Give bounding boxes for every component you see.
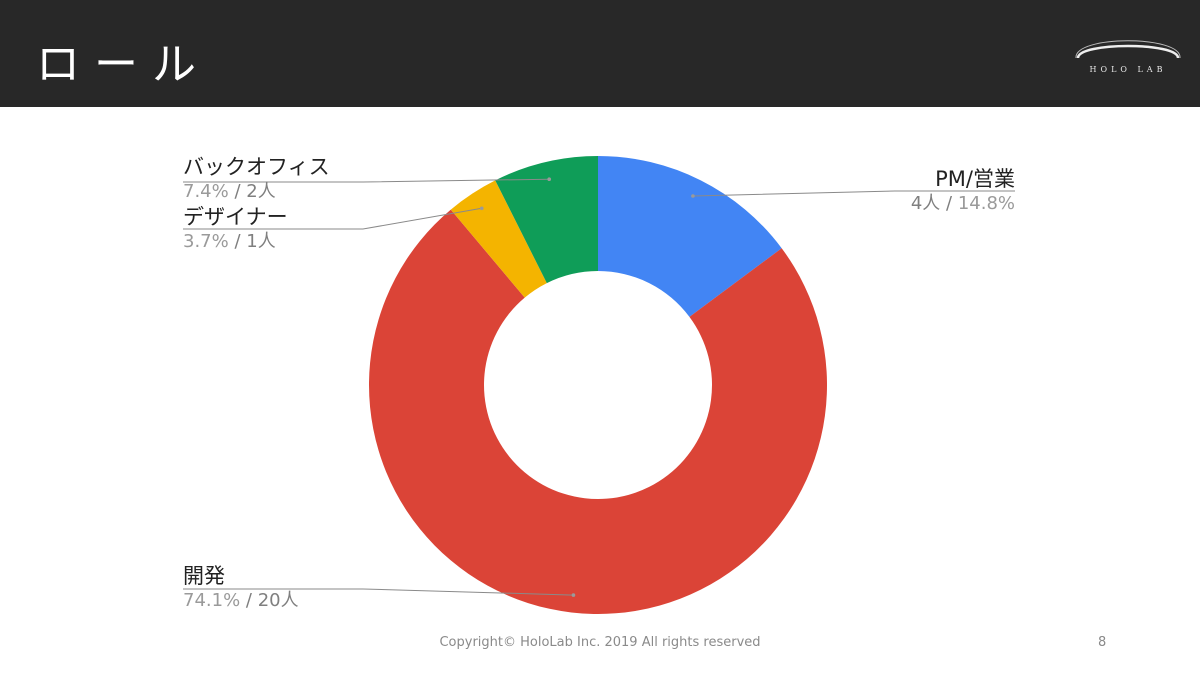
leader-back-office [183, 178, 550, 183]
leader-dot [691, 194, 695, 198]
label-name: デザイナー [183, 205, 288, 229]
label-pm-sales: PM/営業 4人 / 14.8% [855, 166, 1015, 216]
label-count: 1人 [246, 231, 276, 252]
label-development: 開発 74.1% / 20人 [183, 563, 299, 613]
copyright-footer: Copyright© HoloLab Inc. 2019 All rights … [439, 635, 761, 650]
leader-dot [571, 593, 576, 597]
leader-pm-sales [692, 190, 1015, 197]
label-back-office: バックオフィス 7.4% / 2人 [183, 154, 330, 204]
slide-header: ロール HOLO LAB [0, 0, 1200, 107]
label-name: バックオフィス [183, 155, 330, 179]
leader-dot [479, 206, 484, 211]
leader-designer [183, 207, 482, 230]
logo-text: HOLO LAB [1089, 65, 1167, 74]
label-name: PM/営業 [935, 167, 1015, 191]
label-name: 開発 [183, 564, 225, 588]
leader-development [183, 588, 574, 596]
donut-slices [368, 156, 827, 615]
label-count: 4人 [910, 193, 941, 214]
slide-title: ロール [36, 39, 210, 90]
leader-lines [183, 177, 1015, 597]
slice-back-office [495, 156, 598, 284]
hololab-logo: HOLO LAB [1070, 32, 1186, 80]
leader-dot [547, 177, 552, 182]
slice-development [368, 209, 827, 615]
label-percent: 74.1% [183, 590, 241, 611]
label-values: 74.1% / 20人 [183, 590, 299, 611]
label-count: 2人 [246, 181, 276, 202]
label-values: 3.7% / 1人 [183, 231, 276, 252]
label-values: 4人 / 14.8% [910, 193, 1015, 214]
page-number: 8 [1098, 635, 1107, 650]
donut-chart [183, 156, 1015, 615]
label-designer: デザイナー 3.7% / 1人 [183, 204, 288, 254]
label-values: 7.4% / 2人 [183, 181, 276, 202]
label-percent: 7.4% [183, 181, 229, 202]
logo-arc-icon [1075, 40, 1181, 59]
label-count: 20人 [257, 590, 299, 611]
slice-pm-sales [598, 156, 782, 317]
label-percent: 14.8% [957, 193, 1015, 214]
label-percent: 3.7% [183, 231, 229, 252]
